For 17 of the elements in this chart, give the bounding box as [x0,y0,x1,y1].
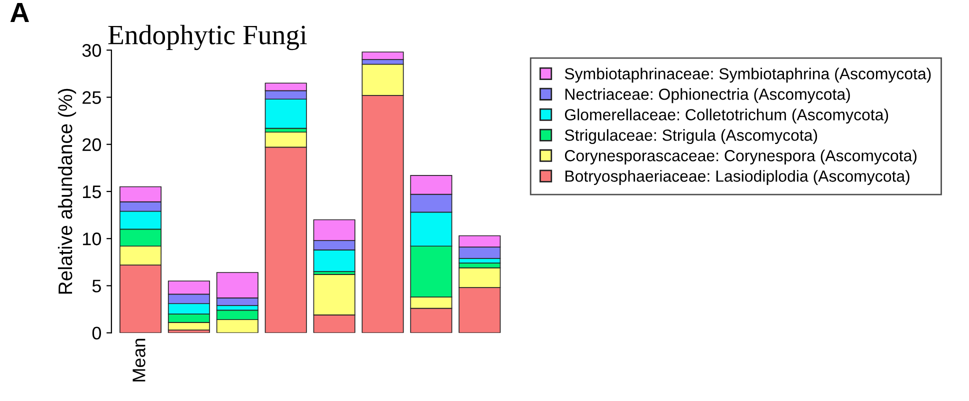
legend-label: Glomerellaceae: Colletotrichum (Ascomycota) [564,108,888,124]
y-tick-label: 0 [92,326,102,340]
y-tick-label: 10 [83,232,102,246]
y-tick-label: 5 [92,280,101,292]
legend-label: Strigulaceae: Strigula (Ascomycota) [564,129,818,144]
chart-title: Endophytic Fungi [108,24,307,50]
text: A [10,2,30,22]
y-tick-label: 15 [83,186,101,198]
y-axis-title: Relative abundance (%) [58,88,76,294]
y-tick-label: 30 [82,44,102,57]
x-tick-label: Mean [132,338,146,382]
y-tick-label: 25 [82,91,101,104]
legend-label: Corynesporascaceae: Corynespora (Ascomycota) [564,150,916,164]
legend-label: Botryosphaeriaceae: Lasiodiplodia (Ascomycota) [565,170,910,185]
legend-label: Nectriaceae: Ophionectria (Ascomycota) [565,88,850,104]
legend-label: Symbiotaphrinaceae: Symbiotaphrina (Ascomycota) [564,68,931,83]
y-tick-label: 20 [82,138,102,152]
